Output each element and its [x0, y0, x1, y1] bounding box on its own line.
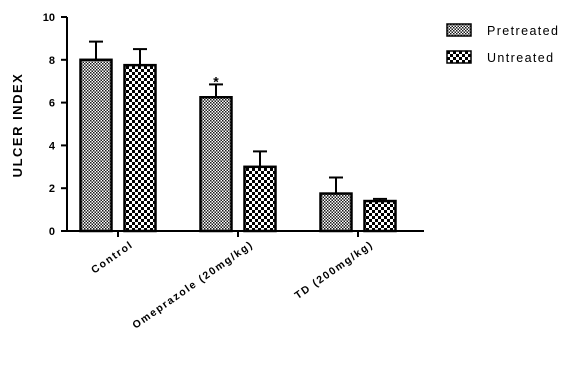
bar-pretreated-td-200mg-kg — [319, 192, 353, 233]
y-tick-label: 4 — [49, 140, 56, 152]
significance-marker: * — [213, 73, 219, 89]
bar-untreated-control — [123, 63, 157, 233]
y-tick-label: 6 — [49, 98, 55, 110]
x-category-label: Control — [89, 239, 136, 277]
legend-label-pretreated: Pretreated — [487, 24, 559, 38]
y-axis: 0 2 4 6 8 10 ULCER INDEX — [10, 12, 68, 238]
y-axis-title: ULCER INDEX — [10, 73, 25, 178]
x-category-label: TD (200mg/kg) — [293, 239, 376, 302]
y-tick-label: 10 — [43, 12, 55, 24]
legend-label-untreated: Untreated — [487, 51, 555, 65]
legend: Pretreated Untreated — [446, 23, 559, 65]
x-category-label: Omeprazole (20mg/kg) — [130, 239, 255, 332]
y-ticks: 0 2 4 6 8 10 — [43, 12, 67, 238]
legend-swatch-untreated — [446, 50, 472, 64]
bar-pretreated-control — [79, 58, 113, 233]
bar-pretreated-omeprazole-20mg-kg — [199, 96, 233, 233]
y-tick-label: 2 — [49, 183, 55, 195]
bars: * — [79, 40, 397, 233]
y-tick-label: 0 — [49, 226, 55, 238]
legend-swatch-pretreated — [446, 23, 472, 37]
y-tick-label: 8 — [49, 55, 55, 67]
bar-untreated-td-200mg-kg — [363, 199, 397, 233]
bar-untreated-omeprazole-20mg-kg — [243, 165, 277, 233]
